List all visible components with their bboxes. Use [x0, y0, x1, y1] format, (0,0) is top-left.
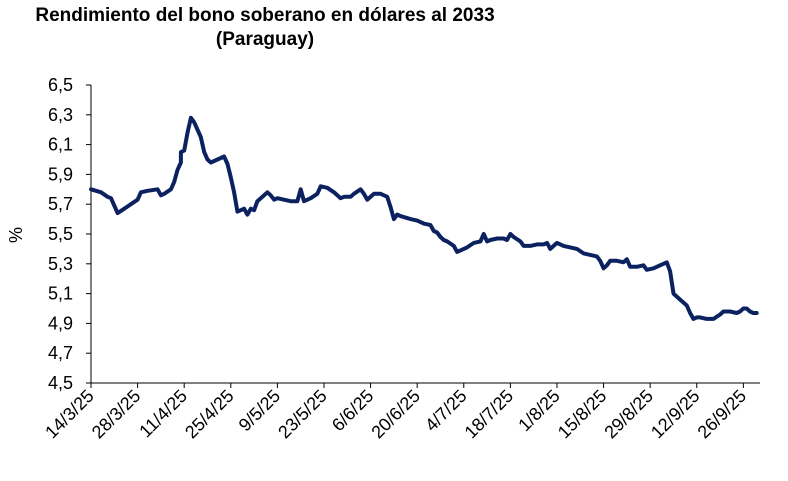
x-tick-label: 25/4/25: [181, 386, 238, 443]
x-tick-label: 26/9/25: [694, 386, 751, 443]
x-tick-label: 18/7/25: [461, 386, 518, 443]
y-tick-label: 4,9: [48, 313, 73, 333]
y-tick-label: 4,5: [48, 373, 73, 393]
chart-title-line: Rendimiento del bono soberano en dólares…: [35, 5, 495, 26]
x-tick-label: 29/8/25: [600, 386, 657, 443]
y-tick-label: 5,9: [48, 164, 73, 184]
y-tick-label: 5,1: [48, 284, 73, 304]
y-tick-label: 6,3: [48, 105, 73, 125]
x-tick-label: 11/4/25: [135, 386, 191, 442]
y-tick-label: 6,1: [48, 135, 73, 155]
x-tick-label: 15/8/25: [554, 386, 611, 443]
y-axis: 6,5 6,3 6,1 5,9 5,7 5,5 5,3 5,1 4,9 4,7 4,5: [48, 75, 92, 393]
y-tick-label: 6,5: [48, 75, 73, 95]
y-tick-label: 5,3: [48, 254, 73, 274]
y-tick-label: 5,7: [48, 194, 73, 214]
y-tick-label: 5,5: [48, 224, 73, 244]
series-line: [89, 115, 759, 321]
x-tick-label: 28/3/25: [88, 386, 145, 443]
x-axis: 14/3/2528/3/2511/4/2525/4/259/5/2523/5/2…: [41, 382, 760, 443]
x-tick-label: 14/3/25: [41, 386, 98, 443]
x-tick-label: 20/6/25: [367, 386, 424, 443]
x-tick-label: 23/5/25: [274, 386, 331, 443]
chart-title: Rendimiento del bono soberano en dólares…: [0, 4, 530, 52]
chart-subtitle: (Paraguay): [215, 29, 315, 50]
x-tick-label: 12/9/25: [647, 386, 704, 443]
y-tick-label: 4,7: [48, 343, 73, 363]
series-group: [89, 115, 759, 321]
y-axis-label: %: [6, 227, 26, 243]
